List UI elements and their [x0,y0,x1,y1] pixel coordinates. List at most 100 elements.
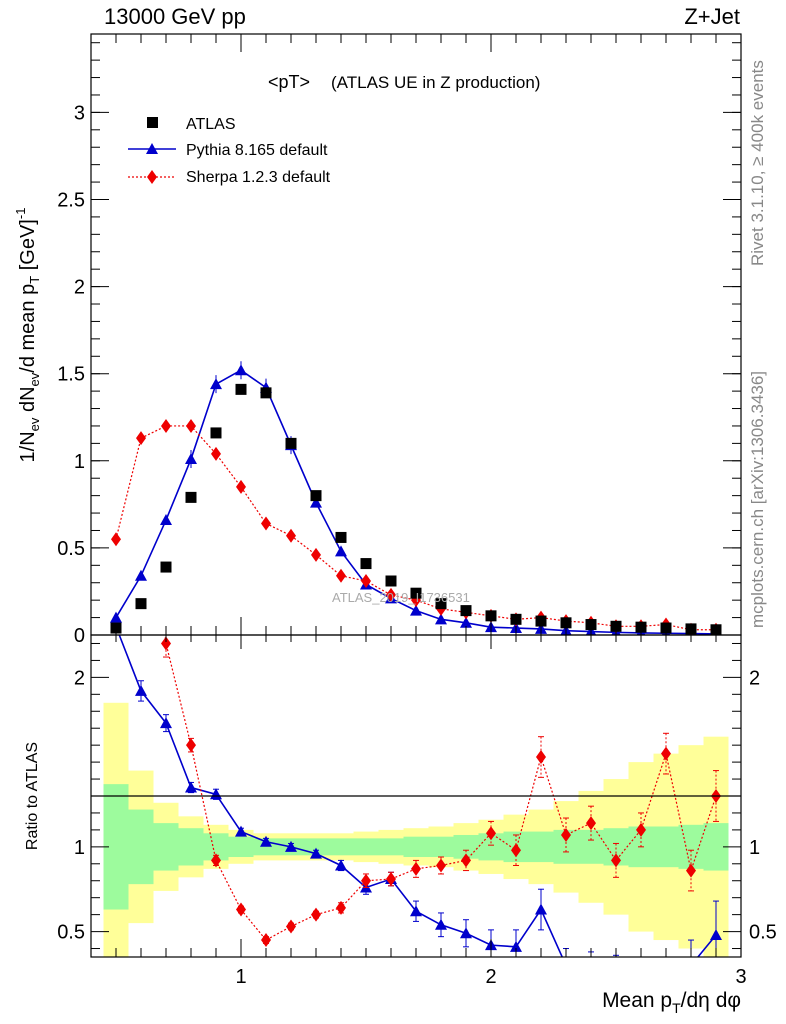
sherpa-main-point-2 [161,418,171,433]
sherpa-main-point-0 [111,532,121,547]
x-axis-title: Mean pT/dη dφ [602,989,741,1016]
ratio-band-green-8 [303,838,329,856]
sherpa-main-point-6 [261,516,271,531]
pythia-ratio-point-21 [635,970,647,981]
sherpa-main-point-1 [136,431,146,446]
ratio-band-green-22 [653,826,679,868]
atlas-data-point-9 [335,531,347,543]
ratio-band-green-12 [403,836,429,858]
pythia-ratio-point-17 [535,903,547,915]
sherpa-ratio-point-20 [611,853,621,868]
pythia-main-point-13 [435,613,447,625]
atlas-data-point-2 [160,561,172,573]
sherpa-main-point-3 [186,418,196,433]
sherpa-main-point-7 [286,528,296,543]
atlas-data-point-14 [460,605,472,617]
ratio-y-axis-title: Ratio to ATLAS [24,742,41,850]
pythia-ratio-point-7 [285,840,297,852]
atlas-data-point-8 [310,490,322,502]
xtick-label-0: 1 [235,966,246,988]
ratio-band-green-9 [328,838,354,856]
pythia-main-point-5 [235,364,247,376]
legend-atlas-marker [147,117,158,128]
sherpa-ratio-point-4 [211,853,221,868]
sherpa-ratio-point-23 [686,863,696,878]
pythia-main-point-12 [410,604,422,616]
pythia-ratio-point-24 [710,928,722,940]
sherpa-ratio-point-22 [661,746,671,761]
atlas-data-point-15 [485,610,497,622]
legend: ATLAS Pythia 8.165 default Sherpa 1.2.3 … [128,116,331,186]
pythia-ratio-point-22 [660,973,672,984]
main-ytick-label-3: 1.5 [57,364,85,386]
atlas-data-point-12 [410,587,422,599]
atlas-data-point-6 [260,387,272,399]
legend-pythia-marker [146,143,158,154]
main-ytick-label-5: 2.5 [57,189,85,211]
pythia-ratio-point-6 [260,835,272,847]
sherpa-ratio-point-1 [136,416,146,430]
sherpa-ratio-point-13 [436,858,446,873]
sherpa-ratio-point-15 [486,826,496,841]
ratio-ytick-label-right-0: 0.5 [749,922,777,944]
sherpa-ratio-point-18 [561,827,571,842]
ratio-band-green-14 [453,834,479,859]
pythia-ratio-point-9 [335,859,347,871]
pythia-ratio-point-1 [135,684,147,696]
atlas-data-point-1 [135,598,147,610]
legend-sherpa-label: Sherpa 1.2.3 default [186,169,331,186]
sherpa-main-point-8 [311,547,321,562]
sherpa-ratio-point-3 [186,738,196,753]
sherpa-ratio-point-17 [536,750,546,765]
ratio-band-green-5 [228,836,254,858]
atlas-data-point-4 [210,427,222,439]
sherpa-ratio-point-14 [461,853,471,868]
sherpa-ratio-point-11 [386,872,396,887]
plot-subtitle: (ATLAS UE in Z production) [331,73,540,92]
pythia-main-point-14 [460,616,472,628]
sherpa-ratio-point-7 [286,919,296,934]
sherpa-main-point-10 [361,573,371,588]
xtick-label-1: 2 [485,966,496,988]
sherpa-ratio-point-19 [586,816,596,831]
main-ytick-label-2: 1 [74,451,85,473]
legend-sherpa-marker [147,170,157,184]
sherpa-ratio-point-16 [511,843,521,858]
sherpa-ratio-point-0 [111,0,121,6]
sherpa-main-point-4 [211,446,221,461]
pythia-ratio-point-3 [185,781,197,793]
main-ytick-label-0: 0 [74,625,85,647]
process-label: Z+Jet [684,4,740,29]
atlas-data-point-16 [510,613,522,625]
atlas-data-point-17 [535,615,547,627]
pythia-ratio-point-12 [410,905,422,917]
sherpa-ratio-point-6 [261,933,271,948]
sherpa-ratio-point-5 [236,902,246,917]
sherpa-main-point-11 [386,587,396,602]
main-ytick-label-4: 2 [74,277,85,299]
sherpa-ratio-point-8 [311,907,321,922]
pythia-main-point-2 [160,514,172,526]
ratio-band-green-11 [378,838,404,856]
main-y-axis-title: 1/Nev dNev/d mean pT [GeV]-1 [13,208,42,463]
atlas-data-point-19 [585,619,597,631]
main-ytick-label-6: 3 [74,102,85,124]
sherpa-ratio-point-21 [636,822,646,837]
pythia-ratio-point-19 [585,963,597,974]
pythia-main-point-0 [110,611,122,623]
legend-pythia-label: Pythia 8.165 default [186,142,328,159]
plot-title: <pT> [268,72,310,92]
ratio-ytick-label-left-0: 0.5 [57,922,85,944]
ratio-band-green-10 [353,838,379,856]
sherpa-ratio-point-10 [361,873,371,888]
pythia-ratio-point-14 [460,927,472,939]
pythia-ratio-point-5 [235,825,247,837]
pythia-main-point-8 [310,496,322,508]
ratio-ytick-label-right-1: 1 [749,837,760,859]
ratio-ytick-label-left-2: 2 [74,667,85,689]
ratio-band-green-23 [678,824,704,869]
ratio-band-green-17 [528,831,554,863]
sherpa-main-point-5 [236,479,246,494]
sherpa-main-point-9 [336,568,346,583]
pythia-ratio-point-13 [435,918,447,930]
